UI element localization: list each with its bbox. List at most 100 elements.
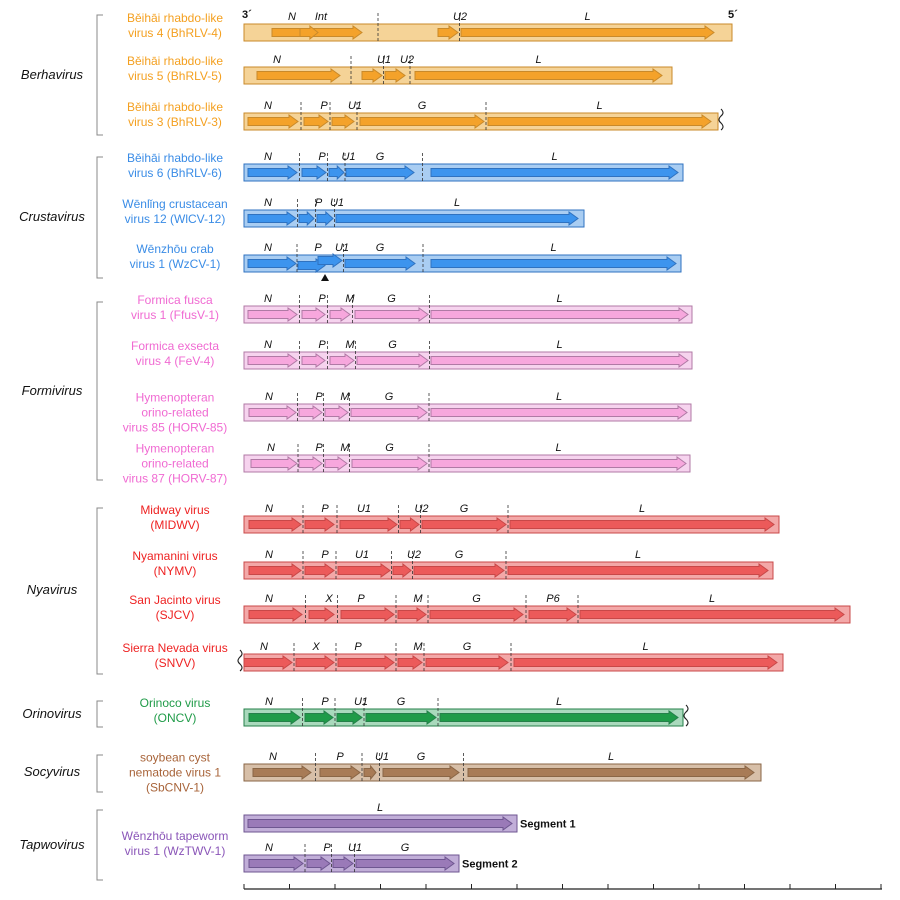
gene-arrow-virus-1-ffusv-1-n <box>247 307 298 322</box>
gene-label-virus-87-horv-87-m: M <box>340 442 350 454</box>
virus-row-nymv: Nyamanini virus(NYMV) N P U1 U2 G L <box>132 549 774 581</box>
virus-name-line: virus 87 (HORV-87) <box>123 472 227 486</box>
gene-label-virus-1-ffusv-1-n: N <box>264 293 272 305</box>
virus-name-line: Běihāi rhabdo-like <box>127 54 223 68</box>
gene-label-sjcv-p: P <box>357 593 365 605</box>
gene-label-virus-4-fev-4-m: M <box>345 339 355 351</box>
gene-label-snvv-p: P <box>354 641 362 653</box>
virus-name-line: (SbCNV-1) <box>146 781 204 795</box>
gene-arrow-virus-12-wlcv-12-l <box>335 211 579 226</box>
gene-label-midwv-u1: U1 <box>357 503 371 515</box>
gene-arrow-oncv-n <box>248 710 301 725</box>
truncated-end-mark <box>683 704 689 727</box>
gene-arrow-virus-85-horv-85-l <box>430 405 688 420</box>
gene-label-virus-85-horv-85-l: L <box>556 391 562 403</box>
gene-arrow-oncv-l <box>439 710 679 725</box>
gene-label-virus-4-fev-4-l: L <box>556 339 562 351</box>
gene-label-sjcv-p6: P6 <box>546 593 560 605</box>
gene-arrow-virus-12-wlcv-12-p <box>298 210 315 227</box>
gene-arrow-virus-4-bhrlv-4-u2 <box>437 25 459 40</box>
gene-arrow-virus-3-bhrlv-3-u1 <box>331 114 355 129</box>
gene-label-sjcv-l: L <box>709 593 715 605</box>
gene-label-sjcv-n: N <box>265 593 273 605</box>
gene-arrow-virus-3-bhrlv-3-n <box>247 114 299 129</box>
gene-label-virus-1-ffusv-1-l: L <box>556 293 562 305</box>
gene-arrow-snvv-p <box>337 655 395 670</box>
gene-label-virus-4-fev-4-n: N <box>264 339 272 351</box>
genus-bracket <box>96 156 103 279</box>
genus-label-socyvirus: Socyvirus <box>24 764 81 779</box>
gene-label-virus-1-wztwv-1-seg2-n: N <box>265 842 273 854</box>
gene-arrow-virus-6-bhrlv-6-u1 <box>328 164 345 181</box>
gene-arrow-virus-4-fev-4-n <box>247 353 298 368</box>
gene-label-virus-1-wzcv-1-l: L <box>550 242 556 254</box>
virus-name-line: (SJCV) <box>156 608 195 622</box>
gene-arrow-virus-6-bhrlv-6-g <box>345 165 415 180</box>
truncated-end-mark <box>718 108 724 131</box>
gene-arrow-sjcv-l <box>579 607 845 622</box>
gene-arrow-oncv-u1 <box>336 710 363 725</box>
five-prime-label: 5´ <box>728 9 738 21</box>
gene-label-virus-1-wzcv-1-u1: U1 <box>335 242 349 254</box>
gene-arrow-virus-85-horv-85-p <box>298 405 323 420</box>
gene-arrow-sjcv-m <box>397 607 427 622</box>
genus-label-nyavirus: Nyavirus <box>27 582 78 597</box>
virus-name-line: Hymenopteran <box>136 442 215 456</box>
gene-arrow-virus-5-bhrlv-5-u1 <box>361 68 383 83</box>
gene-arrow-virus-12-wlcv-12-n <box>247 211 297 226</box>
gene-arrow-virus-4-fev-4-p <box>301 353 326 368</box>
gene-label-virus-1-wztwv-1-seg2-p: P <box>323 842 331 854</box>
gene-label-oncv-l: L <box>556 696 562 708</box>
gene-label-virus-3-bhrlv-3-g: G <box>418 100 427 112</box>
gene-arrow-virus-1-ffusv-1-l <box>430 307 689 322</box>
virus-name-line: virus 6 (BhRLV-6) <box>128 166 222 180</box>
virus-name-line: virus 3 (BhRLV-3) <box>128 115 222 129</box>
virus-name-line: Formica fusca <box>137 293 213 307</box>
gene-arrow-virus-1-wzcv-1-n <box>247 256 297 271</box>
gene-label-virus-87-horv-87-l: L <box>555 442 561 454</box>
gene-label-virus-1-wztwv-1-seg2-u1: U1 <box>348 842 362 854</box>
genus-bracket <box>96 809 103 881</box>
gene-arrow-virus-5-bhrlv-5-l <box>414 68 663 83</box>
virus-name-line: virus 4 (FeV-4) <box>136 354 215 368</box>
gene-arrow-virus-85-horv-85-g <box>350 405 428 420</box>
genus-bracket <box>96 700 103 728</box>
virus-name-line: virus 5 (BhRLV-5) <box>128 69 222 83</box>
gene-label-virus-5-bhrlv-5-u2: U2 <box>400 54 414 66</box>
gene-label-nymv-l: L <box>635 549 641 561</box>
gene-label-virus-5-bhrlv-5-n: N <box>273 54 281 66</box>
gene-arrow-virus-4-bhrlv-4-int <box>299 24 319 41</box>
virus-name-line: Formica exsecta <box>131 339 219 353</box>
virus-row-oncv: Orinoco virus(ONCV) N P U1 G L <box>140 696 689 728</box>
gene-arrow-virus-1-wztwv-1-seg2-p <box>306 856 331 871</box>
gene-arrow-sjcv-p <box>340 607 395 622</box>
gene-label-virus-4-bhrlv-4-n: N <box>288 11 296 23</box>
virus-row-sjcv: San Jacinto virus(SJCV) N X P M G P6 L <box>129 593 851 625</box>
gene-arrow-midwv-u2 <box>399 516 420 533</box>
gene-arrow-virus-1-wzcv-1-g <box>344 256 416 271</box>
gene-label-nymv-u1: U1 <box>355 549 369 561</box>
virus-name-line: San Jacinto virus <box>129 593 220 607</box>
gene-label-virus-12-wlcv-12-n: N <box>264 197 272 209</box>
gene-label-oncv-u1: U1 <box>354 696 368 708</box>
virus-name-line: Hymenopteran <box>136 391 215 405</box>
gene-label-midwv-u2: U2 <box>414 503 428 515</box>
gene-label-virus-3-bhrlv-3-p: P <box>320 100 328 112</box>
virus-name-line: Nyamanini virus <box>132 549 217 563</box>
virus-name-line: virus 1 (FfusV-1) <box>131 308 219 322</box>
gene-label-virus-85-horv-85-g: G <box>385 391 394 403</box>
virus-name-line: Wēnzhōu tapeworm <box>122 829 229 843</box>
gene-arrow-virus-5-bhrlv-5-u2 <box>384 68 406 83</box>
gene-label-virus-1-wzcv-1-n: N <box>264 242 272 254</box>
gene-arrow-virus-12-wlcv-12-u1 <box>316 210 334 227</box>
gene-arrow-virus-5-bhrlv-5-n <box>256 68 341 83</box>
gene-label-virus-4-bhrlv-4-u2: U2 <box>453 11 467 23</box>
virus-name-line: orino-related <box>141 406 208 420</box>
gene-label-sbcnv-1-n: N <box>269 751 277 763</box>
gene-arrow-nymv-g <box>413 563 505 578</box>
